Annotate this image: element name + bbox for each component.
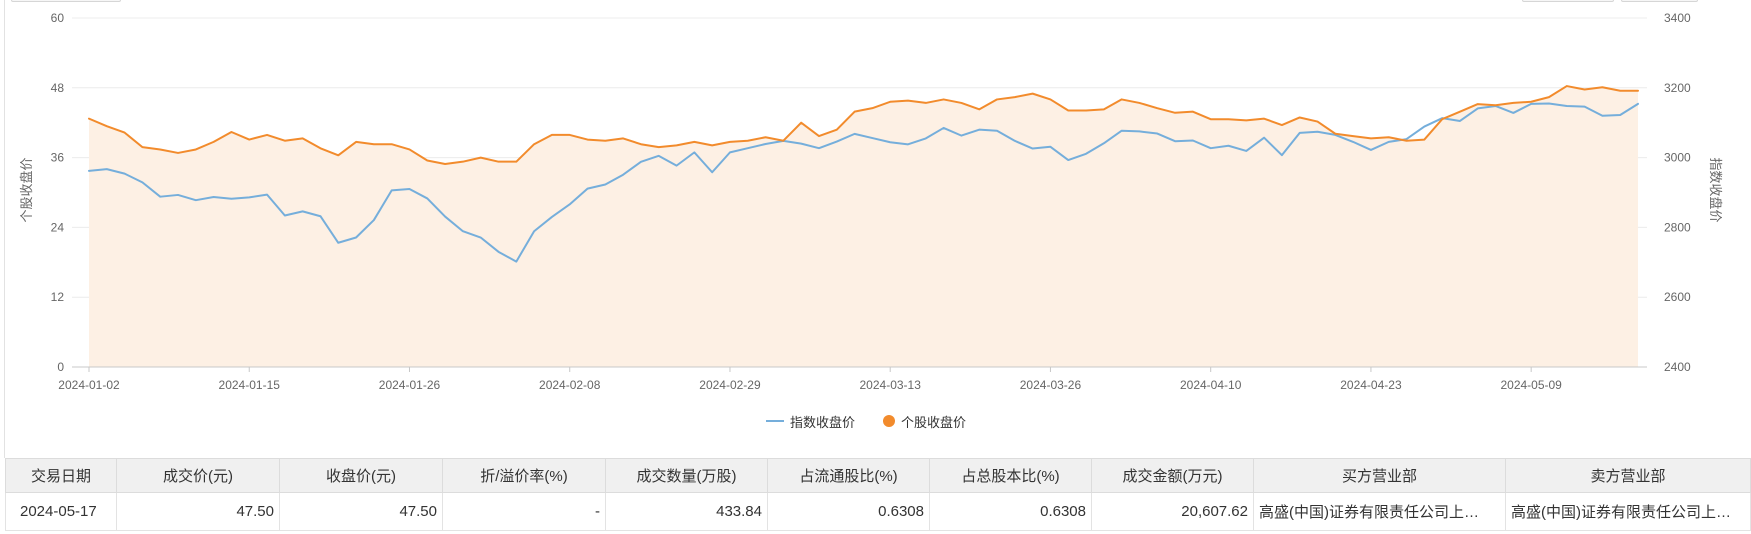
col-header-deal-price: 成交价(元): [116, 458, 280, 493]
y-left-tick-label: 60: [51, 11, 65, 25]
col-header-volume: 成交数量(万股): [605, 458, 768, 493]
series-line-0: [88, 102, 1639, 263]
y-left-tick-label: 24: [51, 220, 65, 234]
block-trade-table: 交易日期 成交价(元) 收盘价(元) 折/溢价率(%) 成交数量(万股) 占流通…: [5, 458, 1751, 531]
toolbar-button-edge[interactable]: [1621, 0, 1698, 2]
col-header-trade-date: 交易日期: [5, 458, 117, 493]
legend-item-stock-close[interactable]: 个股收盘价: [883, 412, 966, 431]
series-area-1: [89, 86, 1638, 367]
legend-label-stock-close: 个股收盘价: [901, 414, 967, 430]
cell-buyer-branch: 高盛(中国)证券有限责任公司上…: [1253, 492, 1506, 531]
y-right-tick-label: 2800: [1664, 220, 1691, 234]
x-tick-label: 2024-02-29: [699, 378, 761, 392]
col-header-total-share-ratio: 占总股本比(%): [929, 458, 1092, 493]
col-header-amount: 成交金额(万元): [1091, 458, 1254, 493]
y-left-tick-label: 48: [51, 81, 65, 95]
x-tick-label: 2024-01-26: [379, 378, 441, 392]
table-row: 2024-05-17 47.50 47.50 - 433.84 0.6308 0…: [5, 492, 1751, 531]
legend-line-icon: [766, 420, 784, 422]
y-left-tick-label: 12: [51, 290, 65, 304]
y-left-tick-label: 0: [57, 360, 64, 374]
price-chart: 0 12 24 36 48 60 2400 2600 2800 3000 3200 3400 2024-…: [19, 11, 1723, 392]
cell-volume: 433.84: [605, 492, 768, 531]
legend-circle-icon: [883, 415, 896, 427]
col-header-float-share-ratio: 占流通股比(%): [767, 458, 930, 493]
y-left-tick-label: 36: [51, 151, 65, 165]
chart-legend: 指数收盘价 个股收盘价: [766, 411, 966, 431]
col-header-seller-branch: 卖方营业部: [1505, 458, 1751, 493]
x-tick-label: 2024-05-09: [1500, 378, 1562, 392]
x-tick-label: 2024-02-08: [539, 378, 601, 392]
col-header-close-price: 收盘价(元): [279, 458, 443, 493]
series-layer: [88, 85, 1639, 367]
x-tick-label: 2024-04-23: [1340, 378, 1402, 392]
y-right-tick-label: 3200: [1664, 81, 1691, 95]
cell-trade-date: 2024-05-17: [5, 492, 117, 531]
y-axis-right-title: 指数收盘价: [1708, 157, 1723, 222]
x-tick-label: 2024-01-02: [58, 378, 120, 392]
x-tick-label: 2024-03-26: [1020, 378, 1082, 392]
x-tick-label: 2024-03-13: [860, 378, 922, 392]
axis-layer: 0 12 24 36 48 60 2400 2600 2800 3000 3200 3400 2024-…: [51, 11, 1691, 392]
cell-seller-branch: 高盛(中国)证券有限责任公司上…: [1505, 492, 1751, 531]
cell-close-price: 47.50: [279, 492, 443, 531]
series-line-1: [88, 85, 1639, 165]
toolbar-button-edge[interactable]: [11, 0, 121, 2]
y-right-tick-label: 2400: [1664, 360, 1691, 374]
cell-premium-rate: -: [442, 492, 606, 531]
y-right-tick-label: 3000: [1664, 151, 1691, 165]
y-axis-left-title: 个股收盘价: [19, 157, 34, 222]
cell-deal-price: 47.50: [116, 492, 280, 531]
cell-float-share-ratio: 0.6308: [767, 492, 930, 531]
cell-amount: 20,607.62: [1091, 492, 1254, 531]
col-header-premium-rate: 折/溢价率(%): [442, 458, 606, 493]
x-tick-label: 2024-01-15: [219, 378, 281, 392]
table-header-row: 交易日期 成交价(元) 收盘价(元) 折/溢价率(%) 成交数量(万股) 占流通…: [5, 458, 1751, 493]
y-right-tick-label: 2600: [1664, 290, 1691, 304]
y-right-tick-label: 3400: [1664, 11, 1691, 25]
legend-label-index-close: 指数收盘价: [790, 414, 856, 430]
x-tick-label: 2024-04-10: [1180, 378, 1242, 392]
toolbar-button-edge[interactable]: [1522, 0, 1614, 2]
col-header-buyer-branch: 买方营业部: [1253, 458, 1506, 493]
legend-item-index-close[interactable]: 指数收盘价: [766, 412, 855, 431]
cell-total-share-ratio: 0.6308: [929, 492, 1092, 531]
container-border: [4, 0, 5, 458]
